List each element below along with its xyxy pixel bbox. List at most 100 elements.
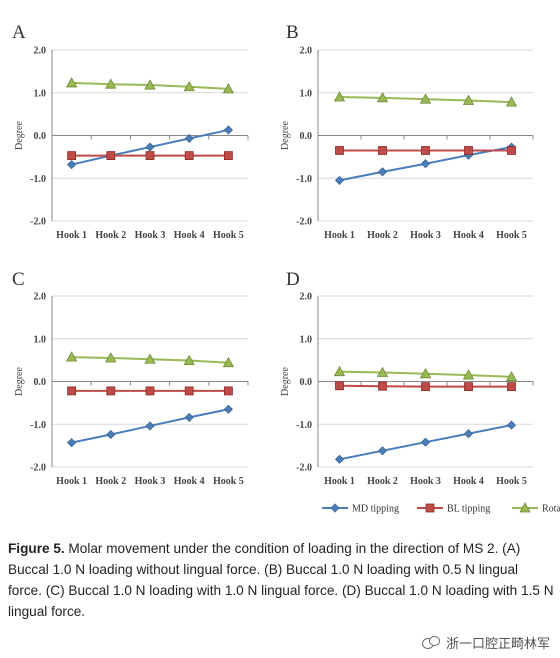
legend-label: Rotation (542, 504, 560, 515)
series-bl (67, 386, 233, 396)
data-point-rot (144, 353, 156, 364)
x-tick-label: Hook 1 (56, 476, 87, 487)
wechat-icon (421, 635, 440, 650)
x-tick-label: Hook 1 (324, 476, 355, 487)
chart-panel-c: C 2.0 1.0 0.0 -1.0 -2.0 Hook 1 Hook 2 Hook 3 Hook… (12, 269, 249, 487)
x-tick-label: Hook 4 (453, 476, 484, 487)
data-point-md (145, 142, 155, 152)
data-point-rot (376, 366, 389, 377)
y-tick-label: -1.0 (296, 174, 312, 185)
series-rot (333, 91, 518, 107)
y-tick-label: -1.0 (30, 174, 46, 185)
data-point-bl (507, 146, 516, 155)
data-point-bl (378, 146, 387, 155)
chart-legend: MD tipping BL tipping Rotation (322, 502, 560, 515)
data-point-rot (105, 352, 117, 363)
x-tick-label: Hook 5 (496, 230, 527, 241)
data-point-bl (464, 146, 473, 155)
data-point-rot (105, 78, 117, 89)
y-axis-label: Degree (280, 121, 291, 150)
data-point-md (420, 437, 431, 447)
x-tick-label: Hook 4 (174, 230, 205, 241)
data-point-bl (464, 382, 473, 392)
x-tick-label: Hook 1 (56, 230, 87, 241)
y-tick-label: 2.0 (34, 46, 47, 57)
chart-panel-b: B2.0 1.0 0.0 -1.0 -2.0 Hook 1 Hook 2 Hook 3 Hook… (280, 22, 534, 241)
data-point-rot (183, 354, 195, 365)
data-point-bl (106, 386, 116, 396)
x-tick-label: Hook 3 (135, 476, 166, 487)
data-point-bl (184, 386, 194, 396)
data-point-md (145, 421, 155, 431)
data-point-bl (507, 382, 516, 392)
panel-letter: C (12, 269, 25, 290)
y-tick-label: 0.0 (34, 377, 47, 388)
panel-letter: B (286, 22, 299, 43)
y-tick-label: -2.0 (296, 463, 312, 474)
panel-letter: A (12, 22, 26, 43)
series-rot (333, 365, 518, 382)
y-tick-label: 2.0 (34, 292, 47, 303)
data-point-rot (65, 351, 78, 362)
x-tick-label: Hook 5 (213, 476, 244, 487)
data-point-bl (335, 146, 344, 155)
data-point-md (223, 404, 233, 414)
data-point-md (463, 429, 474, 439)
data-point-md (334, 175, 345, 185)
data-point-bl (223, 151, 233, 160)
caption-label: Figure 5. (8, 541, 65, 556)
data-point-rot (419, 93, 432, 104)
caption-text: Molar movement under the condition of lo… (8, 541, 554, 619)
data-point-md (420, 159, 431, 169)
data-point-rot (505, 96, 518, 107)
data-point-md (334, 454, 345, 464)
data-point-bl (145, 151, 155, 160)
x-tick-label: Hook 4 (453, 230, 484, 241)
data-point-rot (462, 369, 475, 380)
watermark: 浙一口腔正畸林军 (421, 633, 550, 652)
x-tick-label: Hook 3 (410, 476, 441, 487)
data-point-md (67, 160, 77, 170)
x-tick-label: Hook 2 (95, 476, 126, 487)
data-point-rot (65, 77, 78, 88)
data-point-rot (376, 92, 389, 103)
series-rot (65, 351, 235, 368)
data-point-bl (421, 382, 430, 392)
data-point-rot (419, 367, 432, 379)
data-point-md (377, 446, 388, 456)
y-tick-label: 0.0 (34, 131, 47, 142)
data-point-bl (145, 386, 155, 396)
data-point-bl (184, 151, 194, 160)
y-tick-label: -1.0 (296, 420, 312, 431)
series-bl (335, 381, 516, 392)
data-point-bl (106, 151, 116, 160)
legend-marker (330, 503, 340, 513)
x-tick-label: Hook 5 (213, 230, 244, 241)
data-point-md (377, 167, 388, 177)
data-point-rot (222, 356, 235, 368)
data-point-rot (222, 83, 235, 94)
figure-panels: A 2.0 1.0 0.0 -1.0 -2.0 Hook 1 Hook 2 Hook 3 Hook… (12, 22, 560, 515)
data-point-bl (67, 151, 76, 160)
data-point-bl (67, 386, 76, 396)
legend-marker (425, 503, 435, 513)
y-tick-label: -2.0 (30, 463, 46, 474)
series-md (334, 420, 517, 464)
series-bl (335, 146, 516, 155)
chart-panel-d: D2.0 1.0 0.0 -1.0 -2.0 Hook 1 Hook 2 Hook 3 Hook… (280, 269, 534, 487)
legend-label: BL tipping (447, 504, 490, 515)
x-tick-label: Hook 2 (95, 230, 126, 241)
data-point-rot (505, 370, 518, 382)
y-tick-label: 1.0 (300, 334, 313, 345)
data-point-rot (333, 365, 346, 377)
y-tick-label: 2.0 (300, 46, 313, 57)
figure-caption: Figure 5. Molar movement under the condi… (8, 538, 554, 622)
x-tick-label: Hook 2 (367, 476, 398, 487)
panel-letter: D (286, 269, 300, 290)
series-md (67, 404, 233, 448)
data-point-rot (333, 91, 346, 102)
y-tick-label: 1.0 (300, 88, 313, 99)
legend-item-bl: BL tipping (417, 504, 490, 515)
series-bl (67, 151, 233, 160)
y-tick-label: -2.0 (30, 217, 46, 228)
